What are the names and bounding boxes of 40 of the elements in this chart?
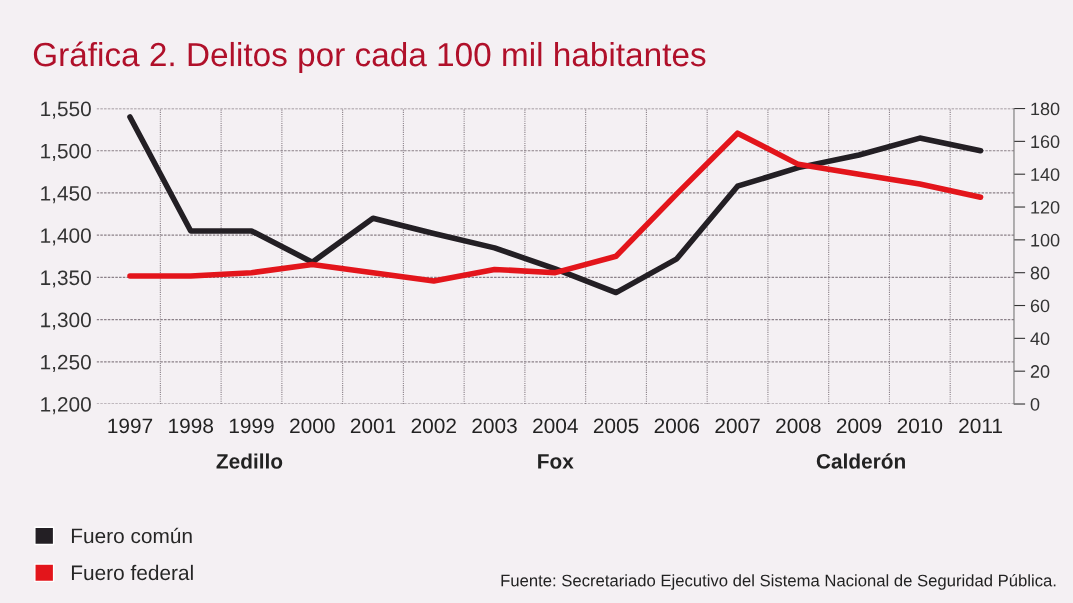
x-tick-label: 1998	[169, 418, 214, 434]
y-tick-label: 1,200	[41, 397, 91, 415]
y-tick-label: 1,250	[41, 354, 91, 373]
y2-tick-label: 80	[1030, 266, 1050, 280]
y-tick-label: 1,350	[41, 270, 91, 288]
legend-label: Fuero federal	[71, 564, 193, 581]
text: Fox	[538, 454, 574, 469]
text: Zedillo	[216, 453, 283, 469]
y2-tick-label: 20	[1030, 365, 1050, 378]
y-tick-label: 1,550	[41, 101, 91, 119]
y2-tick-label: 140	[1031, 168, 1060, 181]
y2-tick-label: 160	[1031, 135, 1060, 149]
chart-title: Gráfica 2. Delitos por cada 100 mil habitantes	[33, 41, 706, 74]
y-tick-label: 1,450	[41, 185, 91, 204]
y2-tick-label: 180	[1031, 102, 1060, 116]
x-tick-label: 2001	[350, 418, 396, 434]
legend-label: Fuero común	[71, 527, 192, 544]
y2-tick-label: 60	[1030, 299, 1050, 313]
y2-tick-label: 0	[1030, 397, 1040, 411]
x-tick-label: 2010	[897, 418, 943, 434]
y-tick-label: 1,300	[41, 312, 91, 330]
x-tick-label: 2006	[654, 418, 700, 434]
x-tick-label: 2003	[472, 418, 517, 434]
source-note: Fuente: Secretariado Ejecutivo del Sistema Nacional de Seguridad Pública.	[501, 574, 1056, 590]
x-tick-label: 1999	[229, 418, 274, 434]
x-tick-label: 2011	[959, 418, 1002, 434]
x-tick-label: 2009	[836, 418, 882, 434]
x-tick-label: 2002	[411, 418, 456, 434]
y2-tick-label: 40	[1030, 332, 1050, 346]
x-tick-label: 2005	[593, 418, 639, 434]
y-tick-label: 1,500	[41, 143, 91, 161]
x-tick-label: 2000	[290, 418, 335, 434]
y2-tick-label: 120	[1031, 200, 1060, 214]
x-tick-label: 2008	[776, 418, 821, 434]
x-tick-label: 2004	[533, 418, 578, 434]
y-tick-label: 1,400	[41, 228, 91, 246]
x-tick-label: 1997	[108, 418, 153, 434]
text: Calderón	[816, 453, 905, 469]
y2-tick-label: 100	[1031, 233, 1060, 247]
x-tick-label: 2007	[715, 418, 760, 434]
